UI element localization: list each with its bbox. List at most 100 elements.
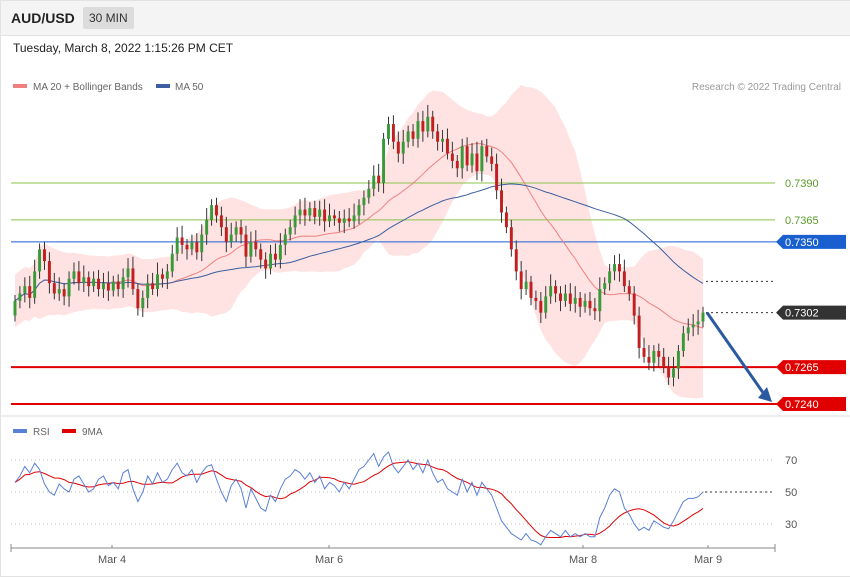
candle [568,283,572,312]
candle [165,264,169,290]
rsi-legend-swatch [13,429,27,433]
x-tick-label: Mar 4 [98,554,126,566]
candle [681,325,685,357]
candle [38,243,42,279]
candle [411,124,415,147]
candle [431,110,435,139]
candle [573,286,577,313]
candle [465,137,469,172]
candle [460,138,464,179]
candle [608,264,612,291]
candle [106,271,110,301]
timeframe-badge[interactable]: 30 MIN [83,7,134,29]
candle [229,222,233,248]
candle [362,190,366,216]
candle [62,283,66,306]
candle [57,277,61,301]
candle [426,104,430,138]
candle [652,345,656,372]
candle [436,124,440,151]
candle [357,199,361,225]
candle [298,199,302,225]
candle [342,209,346,234]
candle [539,292,543,323]
ma50-line [14,183,704,302]
candle [588,292,592,316]
candle [175,227,179,262]
candle [323,199,327,232]
ma20-line [14,142,704,329]
x-tick-label: Mar 6 [315,554,343,566]
candle [406,125,410,148]
candle [190,234,194,256]
rsi-tick-label: 70 [785,455,797,467]
candle [613,255,617,281]
candle [382,132,386,194]
candle [672,356,675,387]
candle [47,252,51,294]
level-tag-0.7265: 0.7265 [776,360,846,375]
candle [352,203,356,229]
candle [121,268,125,298]
candle [313,200,317,225]
candle [519,261,523,300]
candle [583,293,587,313]
chart-datetime: Tuesday, March 8, 2022 1:15:26 PM CET [13,41,234,55]
candle [185,238,189,260]
chart-header: AUD/USD 30 MIN [0,0,850,36]
candle [529,275,533,306]
candle [544,286,548,319]
candle [500,178,503,223]
candle [401,129,405,164]
candle [111,275,115,297]
ma50-legend-swatch [156,84,170,88]
candle [254,230,258,257]
candle [627,280,631,301]
candle [224,216,228,253]
candle [480,140,484,182]
candle [43,241,46,270]
level-tag-0.7240: 0.7240 [776,397,846,411]
level-tag-0.7350: 0.7350 [776,234,846,249]
candle [33,259,37,304]
candle [126,258,130,288]
candle [77,261,81,291]
candle [264,252,268,279]
level-label-0.7265: 0.7265 [785,362,819,374]
candle [293,206,297,235]
candle [391,115,395,150]
candle [219,206,223,237]
candle [303,197,307,226]
candle [696,309,700,335]
candle [18,286,22,309]
candle [450,141,454,169]
candle [563,284,567,307]
x-tick-label: Mar 9 [694,554,722,566]
candle [617,253,621,282]
candle [101,272,105,298]
candle [273,243,277,267]
candle [170,244,174,278]
rsi-legend-label: RSI [33,427,50,438]
candle [136,283,140,316]
candle [470,143,474,173]
candle [509,219,513,257]
candle [288,219,292,241]
rsi-tick-label: 30 [785,519,797,531]
candle [367,180,371,204]
candle [13,294,17,322]
candle [259,243,263,269]
candle [82,265,86,293]
candle [141,290,145,318]
candle [676,345,680,379]
copyright-text: Research © 2022 Trading Central [692,82,841,93]
candle [151,272,155,295]
candle [441,129,445,153]
candle [244,225,248,267]
level-label-0.7365: 0.7365 [785,215,819,227]
candle [200,224,204,262]
candle [278,233,282,269]
forecast-arrow [705,311,772,402]
candle [485,138,489,163]
candle [269,244,273,275]
